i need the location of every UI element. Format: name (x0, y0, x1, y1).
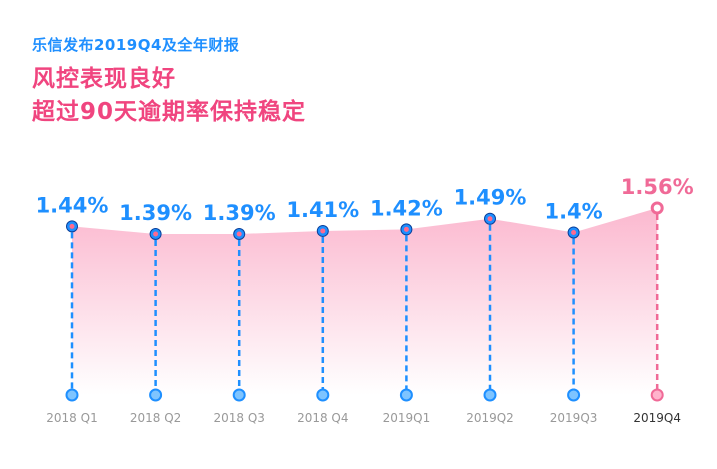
x-tick-label: 2019Q2 (466, 411, 514, 425)
x-tick-label: 2018 Q3 (213, 411, 264, 425)
data-label: 1.39% (203, 201, 276, 225)
data-point-core (403, 226, 409, 232)
data-label: 1.39% (119, 201, 192, 225)
base-point (399, 388, 413, 402)
data-point-core (320, 228, 326, 234)
base-point (567, 388, 581, 402)
data-point (650, 201, 664, 215)
headline-line-1: 风控表现良好 (32, 66, 176, 92)
base-point (65, 388, 79, 402)
data-label: 1.49% (454, 186, 527, 210)
base-point (149, 388, 163, 402)
x-tick-label: 2019Q1 (383, 411, 431, 425)
base-point (316, 388, 330, 402)
base-point (232, 388, 246, 402)
data-point-core (236, 231, 242, 237)
x-tick-label: 2018 Q2 (130, 411, 181, 425)
x-tick-label: 2018 Q1 (46, 411, 97, 425)
data-label: 1.56% (621, 175, 694, 199)
report-subtitle: 乐信发布2019Q4及全年财报 (32, 36, 240, 54)
data-label: 1.42% (370, 196, 443, 220)
data-point-core (487, 216, 493, 222)
data-label: 1.41% (286, 198, 359, 222)
data-point-core (571, 229, 577, 235)
header: 乐信发布2019Q4及全年财报 风控表现良好 超过90天逾期率保持稳定 (32, 34, 306, 129)
data-point-core (153, 231, 159, 237)
data-label: 1.44% (36, 193, 109, 217)
area-fill (72, 208, 658, 395)
x-tick-label: 2019Q4 (633, 411, 681, 425)
headline-line-2: 超过90天逾期率保持稳定 (32, 99, 307, 125)
base-point (650, 388, 664, 402)
base-point (483, 388, 497, 402)
data-point-core (69, 223, 75, 229)
x-tick-label: 2019Q3 (550, 411, 598, 425)
x-tick-label: 2018 Q4 (297, 411, 348, 425)
data-label: 1.4% (544, 199, 602, 223)
